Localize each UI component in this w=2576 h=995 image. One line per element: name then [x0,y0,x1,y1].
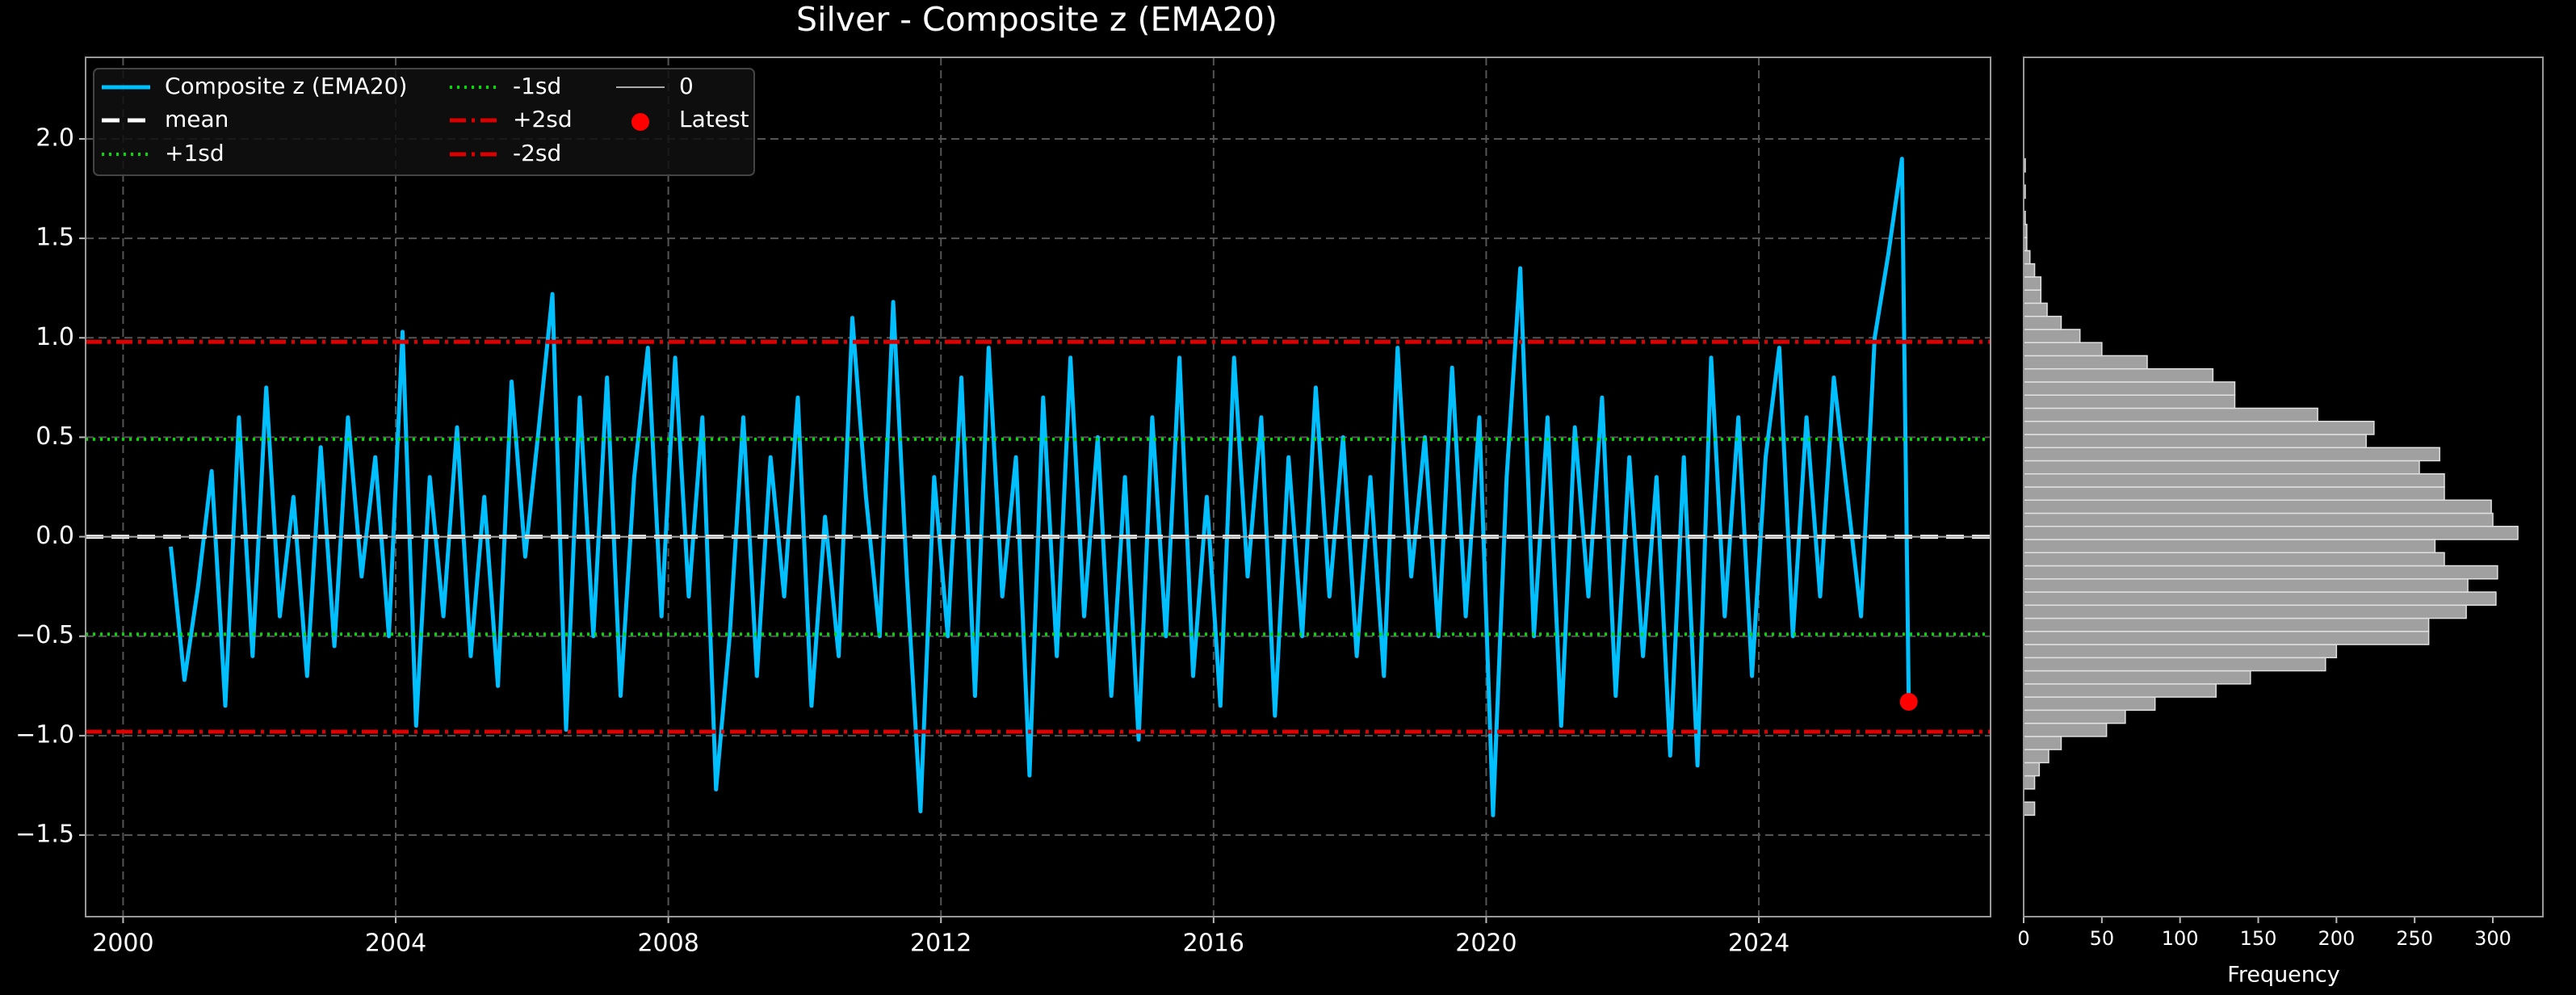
x-tick-label: 2020 [1455,930,1517,958]
histogram-bar [2023,434,2367,448]
chart-title: Silver - Composite z (EMA20) [796,0,1278,39]
histogram-bar [2023,276,2042,291]
y-tick-label: −1.0 [15,720,74,749]
x-tick-label: 2016 [1183,930,1244,958]
histogram-bar [2023,407,2318,422]
histogram-bar [2023,591,2497,607]
histogram-bar [2023,644,2338,659]
histogram-bar [2023,801,2036,817]
histogram-bar [2023,709,2126,724]
histogram-bar [2023,670,2251,685]
legend-label: +1sd [165,140,224,166]
legend-label: -1sd [513,73,561,99]
legend-box [93,68,755,176]
histogram-bar [2023,775,2036,790]
histogram-bar [2023,552,2445,567]
histogram-bar [2023,302,2048,317]
histogram-bar [2023,460,2420,475]
x-tick-label: 50 [2090,927,2115,950]
histogram-bar [2023,722,2108,737]
histogram-bar [2023,696,2156,712]
y-tick-label: 2.0 [36,124,74,152]
x-tick-label: 2000 [92,930,153,958]
legend-label: mean [165,106,229,132]
y-tick-label: −0.5 [15,621,74,649]
legend-label: Latest [679,106,749,132]
x-tick-label: 250 [2396,927,2433,950]
x-tick-label: 200 [2318,927,2355,950]
y-tick-label: 1.0 [36,323,74,351]
histogram-bar [2023,736,2062,750]
histogram-bar [2023,657,2326,672]
histogram-bar [2023,420,2375,435]
histogram-bar [2023,394,2236,409]
histogram-bar [2023,315,2062,330]
plot-frame [2023,57,2544,917]
histogram-bar [2023,499,2492,514]
legend-marker [631,113,649,131]
x-axis-label: Frequency [2227,963,2340,988]
histogram-bar [2023,355,2148,370]
histogram-bar [2023,512,2494,527]
legend-label: Composite z (EMA20) [165,73,407,99]
histogram-bar [2023,472,2445,488]
histogram-bar [2023,749,2049,764]
x-tick-label: 2012 [910,930,971,958]
x-tick-label: 100 [2162,927,2199,950]
histogram-bar [2023,329,2081,343]
legend-label: +2sd [513,106,573,132]
histogram-bar [2023,617,2430,632]
histogram-bar [2023,447,2440,462]
histogram-bar [2023,578,2469,593]
y-tick-label: 0.0 [36,522,74,550]
x-tick-label: 2008 [637,930,699,958]
histogram-bar [2023,762,2041,777]
x-tick-label: 2004 [365,930,426,958]
histogram-bar [2023,342,2103,357]
histogram-bar [2023,250,2031,265]
histogram-bar [2023,683,2217,698]
histogram-bar [2023,565,2498,580]
x-tick-label: 0 [2017,927,2029,950]
histogram-bar [2023,539,2436,554]
y-tick-label: 0.5 [36,422,74,451]
x-tick-label: 2024 [1728,930,1789,958]
legend-label: 0 [679,73,694,99]
y-tick-label: 1.5 [36,224,74,252]
histogram-bar [2023,367,2214,383]
x-tick-label: 150 [2240,927,2277,950]
latest-point [1899,693,1918,711]
histogram-bar [2023,381,2236,396]
y-tick-label: −1.5 [15,821,74,849]
histogram-bar [2023,526,2519,540]
plot-frame [85,57,1991,917]
histogram-bar [2023,486,2445,502]
histogram-bar [2023,262,2036,278]
legend-label: -2sd [513,140,561,166]
histogram-bar [2023,631,2430,645]
histogram-bar [2023,289,2042,304]
x-tick-label: 300 [2474,927,2511,950]
histogram-bar [2023,604,2467,619]
